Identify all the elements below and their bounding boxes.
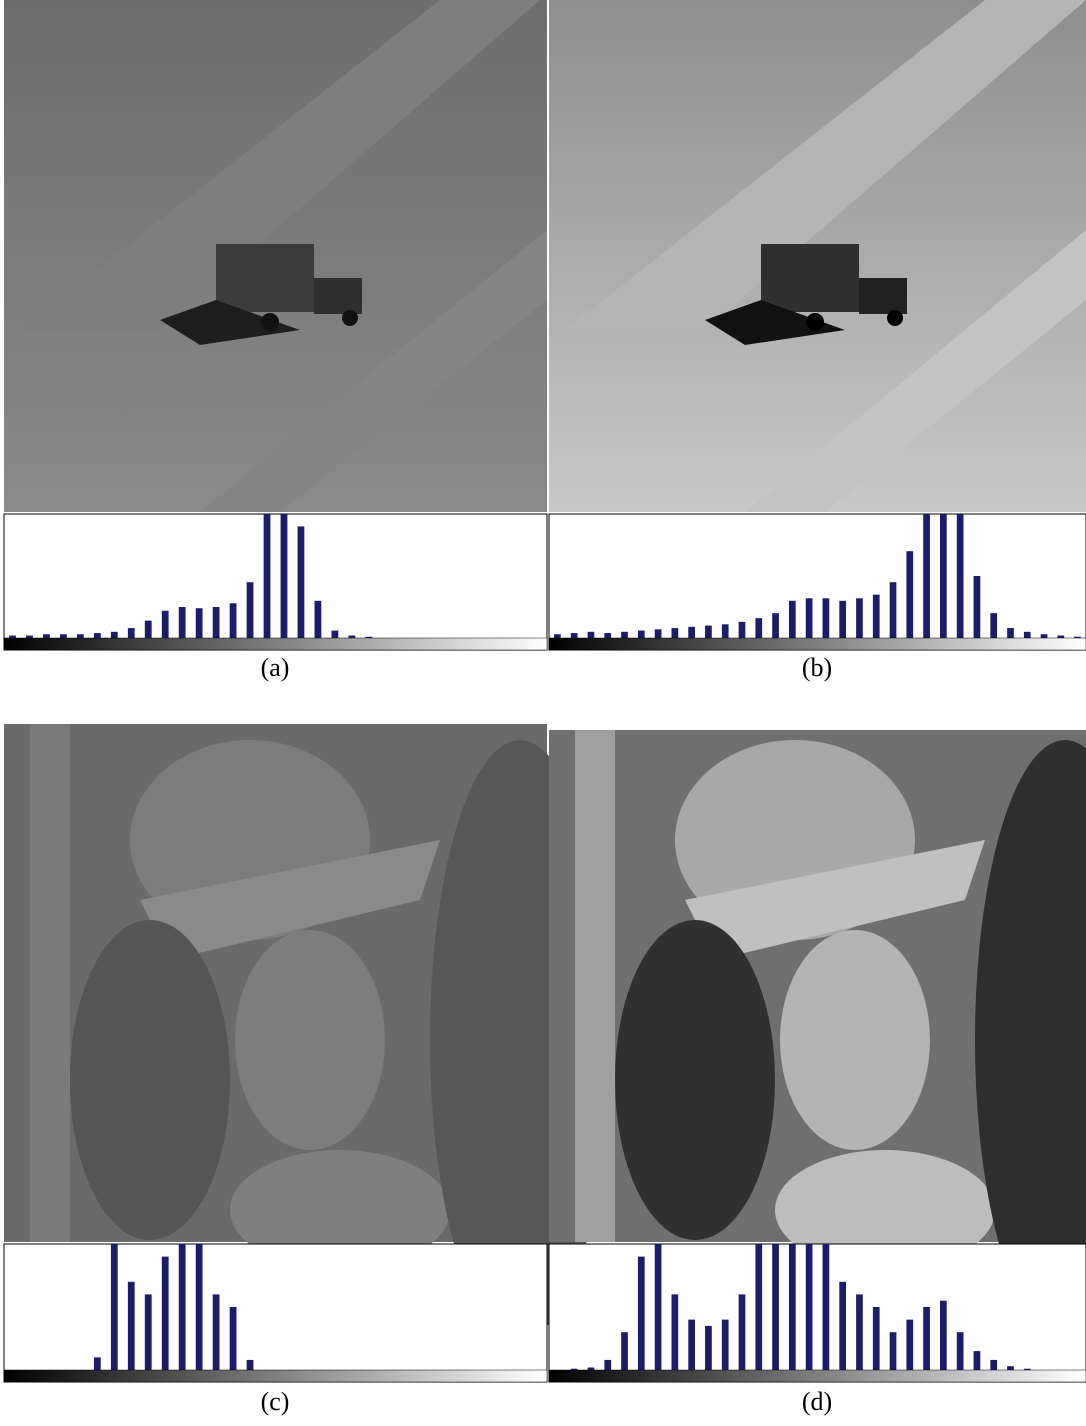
histogram-bar [873,1307,880,1370]
histogram-bar [145,621,152,638]
histogram-bar [688,627,695,638]
histogram-bar [196,608,203,638]
histogram-bar [655,629,662,638]
histogram-bar [688,1320,695,1370]
histogram-bar [839,1282,846,1370]
histogram-bar [672,1294,679,1370]
histogram-bar [1041,634,1048,638]
histogram-bar [247,1360,254,1370]
histogram-bar [705,626,712,638]
caption: (b) [802,653,832,682]
histogram-bar [247,582,254,638]
histogram-bar [739,1294,746,1370]
intensity-strip [4,1370,547,1382]
histogram-bar [111,1244,118,1370]
histogram-bar [179,607,186,638]
histogram-bar [873,595,880,638]
histogram-bar [856,1294,863,1370]
histogram-bar [588,632,595,638]
histogram-frame [4,514,547,650]
histogram-bar [806,598,813,638]
histogram-bar [638,631,645,638]
histogram [549,489,1086,650]
histogram-bar [77,634,84,638]
histogram-bar [94,1357,101,1370]
histogram-bar [990,613,997,638]
histogram-bar [604,1360,611,1370]
histogram-bar [111,632,118,638]
histogram-bar [60,634,67,638]
histogram-bar [315,601,322,638]
histogram-bar [974,576,981,638]
histogram-bar [230,603,237,638]
intensity-strip [549,638,1086,650]
histogram-bar [213,607,220,638]
histogram-frame [549,1244,1086,1382]
histogram-bar [196,1244,203,1370]
histogram-bar [230,1307,237,1370]
histogram-bar [94,633,101,638]
histogram-bar [789,601,796,638]
histogram-bar [755,1231,762,1370]
histogram-bar [957,1332,964,1370]
histogram-bar [705,1326,712,1370]
histogram-bar [128,1282,135,1370]
histogram-bar [162,1257,169,1370]
histogram-bar [957,514,964,638]
histogram-bar [298,526,305,638]
histogram-bar [890,1332,897,1370]
histogram-bar [162,611,169,638]
histogram-bar [1024,632,1031,638]
histogram-bar [554,634,561,638]
histogram-bar [722,624,729,638]
histogram-bar [823,1244,830,1370]
histogram-bar [348,636,355,638]
histogram-bar [571,633,578,638]
histogram-bar [923,1307,930,1370]
histogram-frame [4,1244,547,1382]
histogram-bar [839,601,846,638]
histogram-bar [823,598,830,638]
intensity-strip [549,1370,1086,1382]
histogram [4,489,547,650]
page: (a) (b) (c) (d) (() => { const data = JS… [0,0,1086,1426]
histogram-frame [549,514,1086,650]
histogram-bar [1007,1366,1014,1370]
caption: (d) [802,1387,832,1416]
histogram-bar [1057,636,1064,638]
histogram-bar [906,551,913,638]
histogram-bar [621,632,628,638]
histogram-bar [43,634,50,638]
histogram-bar [940,1301,947,1370]
histogram-bar [772,613,779,638]
caption: (c) [261,1387,290,1416]
histogram-bar [621,1332,628,1370]
intensity-strip [4,638,547,650]
histogram-bar [128,628,135,638]
photo-truck-original [4,0,547,512]
histogram-bar [588,1367,595,1370]
histogram-bar [990,1360,997,1370]
histogram-bar [722,1320,729,1370]
histogram-bar [974,1351,981,1370]
histogram-bar [672,628,679,638]
histogram-bar [890,582,897,638]
histogram-bar [26,636,33,638]
histogram-bar [213,1294,220,1370]
histogram-bar [638,1257,645,1370]
histogram-bar [923,502,930,638]
histogram-bar [1007,628,1014,638]
histogram-bar [739,622,746,638]
histogram-bar [145,1294,152,1370]
histogram-bar [856,598,863,638]
figure: (a) (b) (c) (d) [0,0,1086,1426]
histogram-bar [906,1320,913,1370]
histogram-bar [604,633,611,638]
histogram-bar [655,1231,662,1370]
caption: (a) [261,653,290,682]
histogram-bar [331,631,338,638]
histogram-bar [755,618,762,638]
histogram-bar [9,636,16,638]
photo-truck-enhanced [549,0,1086,512]
